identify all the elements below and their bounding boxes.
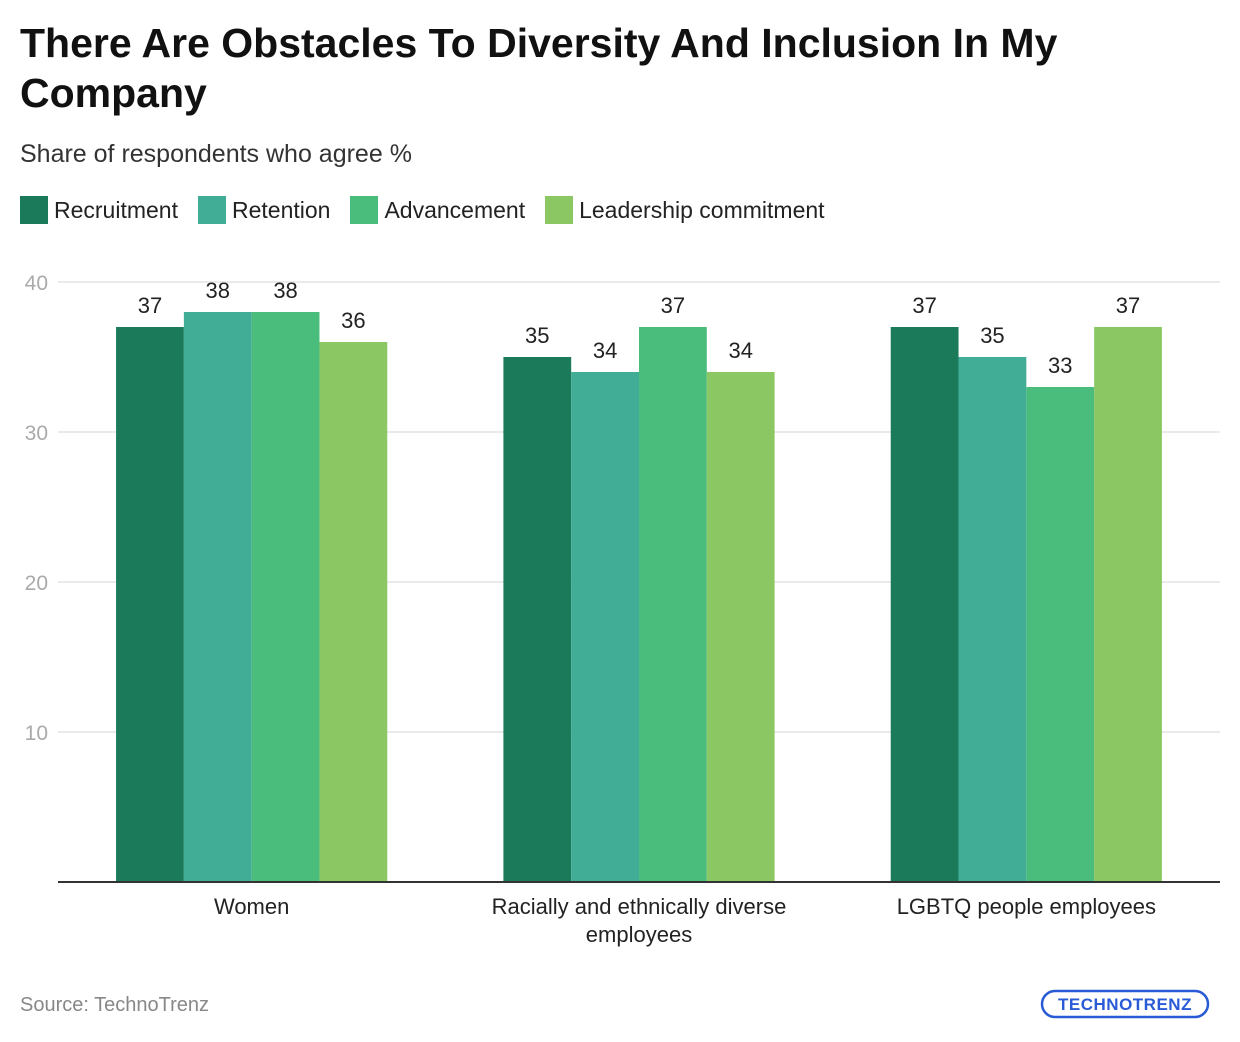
data-label: 36 [341, 308, 365, 333]
legend-item-leadership-commitment: Leadership commitment [545, 196, 825, 224]
data-label: 34 [728, 338, 752, 363]
chart-title: There Are Obstacles To Diversity And Inc… [20, 20, 1058, 116]
y-tick-label-20: 20 [25, 572, 48, 595]
logo-text: TECHNOTRENZ [1058, 995, 1192, 1014]
bar-recruitment-1 [503, 357, 572, 882]
data-label: 35 [525, 323, 549, 348]
x-tick-label-2: LGBTQ people employees [897, 894, 1156, 919]
x-tick-label-1: Racially and ethnically diverse employees [492, 894, 787, 947]
bar-retention-0 [183, 312, 252, 882]
y-tick-label-30: 30 [25, 422, 48, 445]
y-tick-label-40: 40 [25, 272, 48, 295]
bar-leadership-commitment-1 [706, 372, 775, 882]
data-label: 37 [912, 293, 936, 318]
bar-advancement-0 [251, 312, 320, 882]
data-label: 35 [980, 323, 1004, 348]
bar-retention-2 [958, 357, 1027, 882]
bar-recruitment-0 [116, 327, 184, 882]
logo-frame [1040, 989, 1210, 1019]
bar-recruitment-2 [890, 327, 959, 882]
data-label: 37 [138, 293, 162, 318]
data-label: 33 [1048, 353, 1072, 378]
legend: Recruitment Retention Advancement Leader… [20, 196, 845, 224]
data-label: 37 [661, 293, 685, 318]
x-tick-label-line: LGBTQ people employees [897, 894, 1156, 919]
data-label: 37 [1116, 293, 1140, 318]
technotrenz-logo: TECHNOTRENZ [1040, 989, 1210, 1019]
bar-advancement-2 [1026, 387, 1095, 882]
legend-label-recruitment: Recruitment [54, 196, 178, 223]
y-tick-label-10: 10 [25, 722, 48, 745]
legend-label-advancement: Advancement [384, 196, 526, 223]
data-label: 34 [593, 338, 617, 363]
legend-label-retention: Retention [231, 196, 331, 223]
source-note: Source: TechnoTrenz [20, 994, 209, 1016]
bar-advancement-1 [639, 327, 707, 882]
legend-label-leadership-commitment: Leadership commitment [579, 196, 825, 223]
legend-item-recruitment: Recruitment [20, 196, 178, 224]
x-tick-label-line: Racially and ethnically diverse [492, 894, 787, 919]
x-tick-label-line: employees [586, 922, 692, 947]
legend-swatch-recruitment [20, 196, 48, 224]
bar-leadership-commitment-0 [319, 342, 388, 882]
bar-leadership-commitment-2 [1094, 327, 1162, 882]
legend-swatch-leadership-commitment [545, 196, 574, 224]
chart-subtitle: Share of respondents who agree % [20, 140, 412, 168]
legend-item-retention: Retention [197, 196, 331, 224]
legend-swatch-retention [197, 196, 226, 224]
x-tick-label-line: Women [214, 894, 289, 919]
data-label: 38 [273, 278, 297, 303]
legend-swatch-advancement [350, 196, 379, 224]
x-tick-label-0: Women [214, 894, 289, 919]
legend-item-advancement: Advancement [350, 196, 525, 224]
bar-retention-1 [571, 372, 639, 882]
data-label: 38 [206, 278, 230, 303]
